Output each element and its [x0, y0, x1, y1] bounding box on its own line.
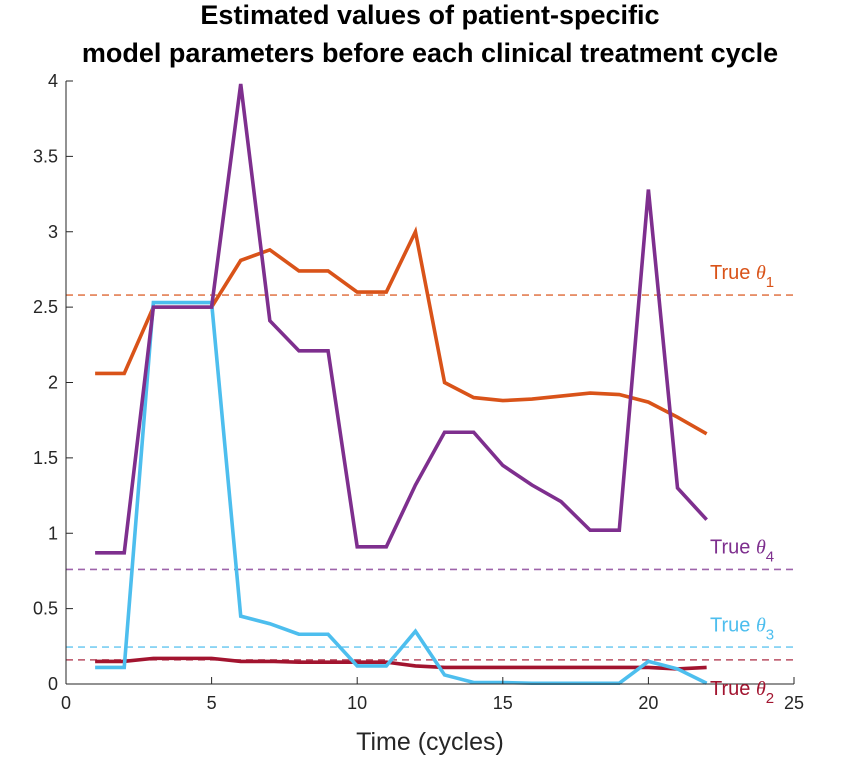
- y-tick-label: 3: [48, 222, 58, 242]
- x-tick-label: 10: [347, 693, 367, 713]
- y-tick-label: 2.5: [33, 297, 58, 317]
- x-tick-label: 25: [784, 693, 804, 713]
- y-tick-label: 1.5: [33, 448, 58, 468]
- theta-symbol: θ: [756, 262, 766, 284]
- theta1-series: [95, 226, 708, 436]
- theta-symbol: θ: [756, 615, 766, 637]
- true-theta4-label: True θ4: [710, 536, 774, 565]
- theta-subscript: 3: [766, 627, 774, 644]
- true-theta3-label: True θ3: [710, 615, 774, 644]
- y-tick-label: 3.5: [33, 146, 58, 166]
- label-text: True: [710, 615, 756, 637]
- theta2-line: [95, 656, 707, 671]
- y-tick-label: 4: [48, 71, 58, 91]
- y-tick-label: 0.5: [33, 599, 58, 619]
- theta-symbol: θ: [756, 678, 766, 700]
- y-tick-label: 1: [48, 523, 58, 543]
- chart-title-line-2: model parameters before each clinical tr…: [81, 38, 779, 68]
- theta-subscript: 2: [766, 690, 774, 707]
- series-lines: [95, 83, 708, 686]
- x-tick-label: 5: [207, 693, 217, 713]
- reference-lines: [66, 294, 794, 661]
- theta-subscript: 4: [766, 548, 774, 565]
- y-tick-label: 2: [48, 373, 58, 393]
- theta-subscript: 1: [766, 274, 774, 291]
- x-tick-label: 15: [493, 693, 513, 713]
- label-text: True: [710, 536, 756, 558]
- axes: [65, 81, 794, 685]
- theta1-line: [95, 226, 708, 436]
- x-ticks: 0 5 10 15 20 25: [61, 677, 804, 713]
- chart-title-line-1: Estimated values of patient-specific: [200, 0, 660, 30]
- x-tick-label: 0: [61, 693, 71, 713]
- label-text: True: [710, 262, 756, 284]
- theta3-series: [95, 300, 708, 686]
- x-tick-label: 20: [638, 693, 658, 713]
- y-ticks: 0 0.5 1 1.5 2 2.5 3 3.5 4: [33, 71, 73, 694]
- y-tick-label: 0: [48, 674, 58, 694]
- theta4-line: [95, 83, 708, 555]
- theta4-series: [95, 83, 708, 555]
- theta3-line: [95, 300, 708, 686]
- theta-symbol: θ: [756, 536, 766, 558]
- true-theta2-label: True θ2: [710, 678, 774, 707]
- theta2-series: [95, 656, 707, 671]
- x-axis-label: Time (cycles): [356, 728, 504, 756]
- true-theta1-label: True θ1: [710, 262, 774, 291]
- label-text: True: [710, 678, 756, 700]
